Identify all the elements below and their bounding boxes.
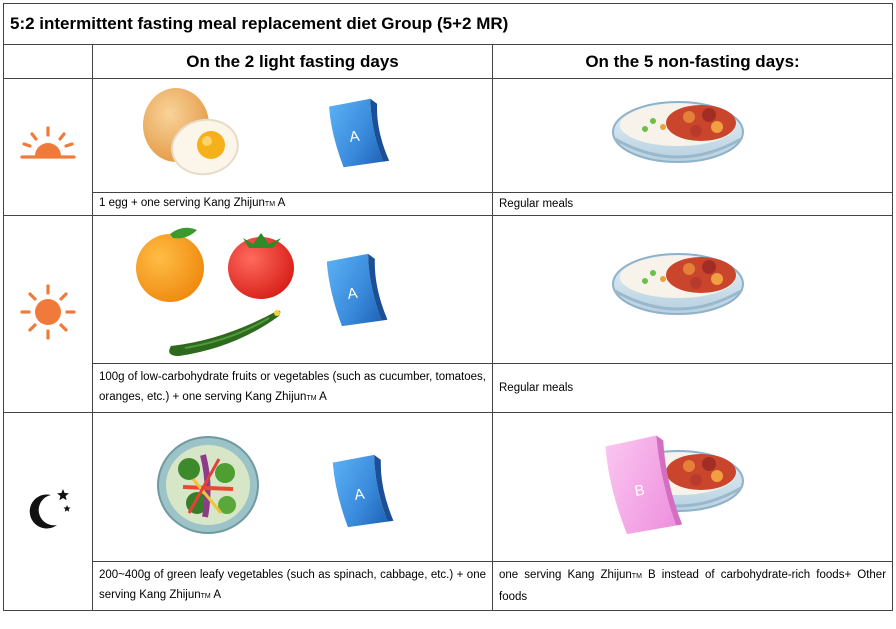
regular-meal-bowl-illustration <box>612 253 744 315</box>
period-cell-morning <box>3 78 93 216</box>
pack-a-icon: A <box>332 454 394 528</box>
pack-a-icon: A <box>326 253 388 327</box>
salad-plate-icon <box>157 436 259 534</box>
svg-text:A: A <box>346 285 358 303</box>
cucumber-icon <box>169 310 281 356</box>
svg-text:A: A <box>348 128 360 146</box>
non-fasting-caption-midday: Regular meals <box>491 363 894 413</box>
fasting-image-midday: A <box>92 215 493 364</box>
boiled-egg-icon <box>143 88 239 176</box>
header-fasting-days: On the 2 light fasting days <box>92 44 493 79</box>
period-cell-evening <box>3 412 93 611</box>
moon-stars-icon <box>29 489 71 529</box>
period-cell-midday <box>3 215 93 413</box>
fasting-caption-evening: 200~400g of green leafy vegetables (such… <box>92 561 493 611</box>
non-fasting-caption-morning: Regular meals <box>491 192 894 216</box>
bowl-with-pack-b-illustration: B <box>605 435 744 535</box>
fruit-veg-and-pack-a-illustration: A <box>136 227 388 356</box>
salad-and-pack-a-illustration: A <box>157 436 394 534</box>
pack-a-icon: A <box>329 98 390 168</box>
header-non-fasting-days: On the 5 non-fasting days: <box>491 44 894 79</box>
header-empty-cell <box>3 44 93 79</box>
sun-icon <box>20 283 76 340</box>
rice-bowl-icon <box>612 101 744 163</box>
table-title: 5:2 intermittent fasting meal replacemen… <box>2 3 894 45</box>
meal-plan-table: 5:2 intermittent fasting meal replacemen… <box>2 3 894 611</box>
non-fasting-caption-evening: one serving Kang ZhijunTM B instead of c… <box>491 561 894 611</box>
svg-text:B: B <box>633 482 646 500</box>
non-fasting-image-midday <box>491 215 894 364</box>
sunrise-icon <box>20 125 76 159</box>
fasting-caption-morning: 1 egg + one serving Kang ZhijunTM A <box>92 192 493 216</box>
tomato-icon <box>228 233 294 299</box>
fasting-caption-midday: 100g of low-carbohydrate fruits or veget… <box>92 363 493 413</box>
rice-bowl-icon <box>612 253 744 315</box>
regular-meal-bowl-illustration <box>612 101 744 163</box>
fasting-image-morning: A <box>92 78 493 193</box>
fasting-image-evening: A <box>92 412 493 562</box>
pack-b-icon: B <box>605 435 683 535</box>
egg-and-pack-a-illustration: A <box>143 88 390 176</box>
non-fasting-image-evening: B <box>491 412 894 562</box>
svg-text:A: A <box>353 486 365 504</box>
orange-icon <box>136 227 204 302</box>
non-fasting-image-morning <box>491 78 894 193</box>
